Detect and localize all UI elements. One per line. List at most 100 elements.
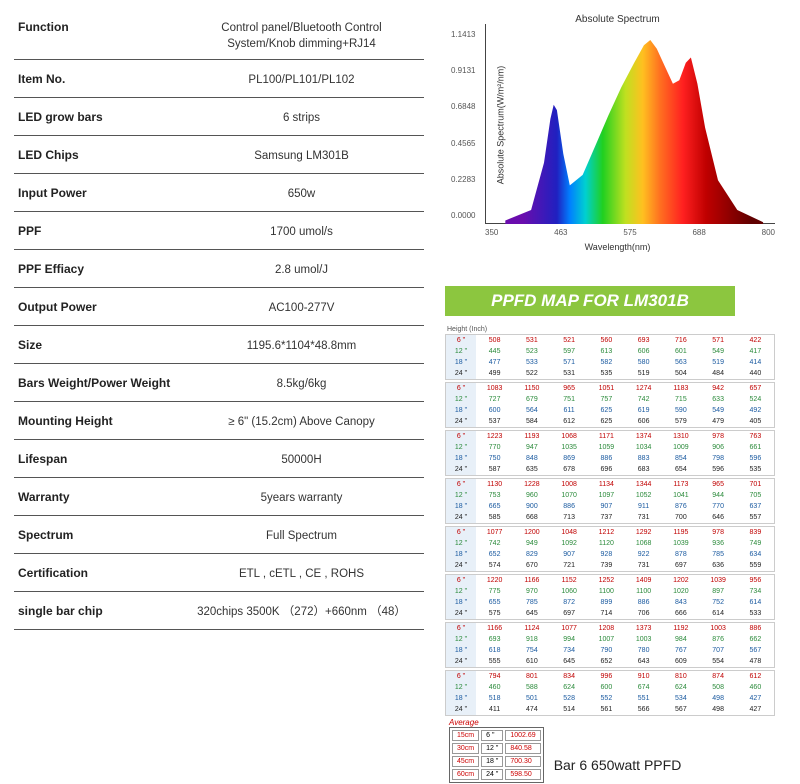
height-label: Height (Inch): [447, 326, 775, 333]
data-cell: 1228: [513, 479, 550, 490]
avg-cell: 1002.69: [505, 730, 540, 741]
spec-row: Item No.PL100/PL101/PL102: [14, 60, 424, 98]
data-cell: 1193: [513, 431, 550, 442]
data-cell: 739: [588, 560, 625, 571]
data-cell: 1374: [625, 431, 662, 442]
data-row: 107712001048121212921195978839: [476, 527, 774, 538]
block-data: 1130122810081134134411739657017539601070…: [476, 479, 774, 523]
data-cell: 588: [513, 682, 550, 693]
data-cell: 1409: [625, 575, 662, 586]
data-cell: 624: [662, 682, 699, 693]
data-row: 7429491092112010681039936749: [476, 538, 774, 549]
spec-row: Input Power650w: [14, 174, 424, 212]
spec-row: CertificationETL , cETL , CE , ROHS: [14, 554, 424, 592]
spec-row: Bars Weight/Power Weight8.5kg/6kg: [14, 364, 424, 402]
xtick: 688: [692, 228, 705, 237]
data-row: 460588624600674624508460: [476, 682, 774, 693]
spec-label: Item No.: [14, 68, 189, 86]
data-cell: 994: [551, 634, 588, 645]
data-cell: 693: [625, 335, 662, 346]
data-cell: 611: [551, 405, 588, 416]
data-cell: 1130: [476, 479, 513, 490]
data-cell: 534: [662, 693, 699, 704]
xtick: 800: [762, 228, 775, 237]
data-cell: 1051: [588, 383, 625, 394]
data-cell: 584: [513, 416, 550, 427]
spec-value: 1700 umol/s: [189, 220, 424, 240]
data-cell: 878: [662, 549, 699, 560]
height-cell: 12 ": [446, 346, 476, 357]
data-cell: 886: [625, 597, 662, 608]
data-cell: 571: [700, 335, 737, 346]
data-cell: 528: [551, 693, 588, 704]
ppfd-block: 6 "12 "18 "24 "1077120010481212129211959…: [445, 526, 775, 572]
data-cell: 700: [662, 512, 699, 523]
ppfd-block: 6 "12 "18 "24 "1166112410771208137311921…: [445, 622, 775, 668]
spec-value: 50000H: [189, 448, 424, 468]
spec-value: AC100-277V: [189, 296, 424, 316]
average-label: Average: [449, 718, 775, 727]
data-cell: 1039: [662, 538, 699, 549]
data-cell: 652: [476, 549, 513, 560]
data-cell: 751: [551, 394, 588, 405]
data-cell: 518: [476, 693, 513, 704]
spec-label: PPF: [14, 220, 189, 238]
data-cell: 928: [588, 549, 625, 560]
data-cell: 600: [588, 682, 625, 693]
data-cell: 614: [700, 608, 737, 619]
data-cell: 886: [588, 453, 625, 464]
data-cell: 479: [700, 416, 737, 427]
block-data: 1166112410771208137311921003886693918994…: [476, 623, 774, 667]
spec-value: 6 strips: [189, 106, 424, 126]
spec-label: Warranty: [14, 486, 189, 504]
data-row: 7709471035105910341009906661: [476, 442, 774, 453]
data-cell: 1220: [476, 575, 513, 586]
data-cell: 883: [625, 453, 662, 464]
data-cell: 460: [737, 682, 774, 693]
data-cell: 731: [625, 560, 662, 571]
data-cell: 956: [737, 575, 774, 586]
data-cell: 911: [625, 501, 662, 512]
data-cell: 679: [513, 394, 550, 405]
data-row: 652829907928922878785634: [476, 549, 774, 560]
data-cell: 619: [625, 405, 662, 416]
data-cell: 654: [662, 464, 699, 475]
data-row: 794801834996910810874612: [476, 671, 774, 682]
data-cell: 567: [662, 704, 699, 715]
block-heights: 6 "12 "18 "24 ": [446, 479, 476, 523]
data-cell: 843: [662, 597, 699, 608]
data-cell: 560: [588, 335, 625, 346]
data-row: 69391899410071003984876662: [476, 634, 774, 645]
data-cell: 492: [737, 405, 774, 416]
data-cell: 580: [625, 357, 662, 368]
data-cell: 440: [737, 368, 774, 379]
data-cell: 1373: [625, 623, 662, 634]
spec-row: LED ChipsSamsung LM301B: [14, 136, 424, 174]
ppfd-subtitle: Bar 6 650watt PPFD: [554, 757, 682, 773]
data-cell: 609: [662, 656, 699, 667]
data-cell: 727: [476, 394, 513, 405]
data-cell: 978: [700, 431, 737, 442]
spec-row: LED grow bars6 strips: [14, 98, 424, 136]
data-cell: 1150: [513, 383, 550, 394]
data-cell: 596: [700, 464, 737, 475]
data-row: 508531521560693716571422: [476, 335, 774, 346]
block-heights: 6 "12 "18 "24 ": [446, 575, 476, 619]
spec-label: Output Power: [14, 296, 189, 314]
ytick: 1.1413: [451, 30, 475, 39]
data-cell: 552: [588, 693, 625, 704]
data-cell: 508: [476, 335, 513, 346]
avg-cell: 60cm: [452, 769, 479, 780]
data-cell: 1223: [476, 431, 513, 442]
data-cell: 1173: [662, 479, 699, 490]
spec-label: Lifespan: [14, 448, 189, 466]
height-cell: 6 ": [446, 383, 476, 394]
spectrum-svg: [486, 24, 776, 224]
spec-value: PL100/PL101/PL102: [189, 68, 424, 88]
data-cell: 798: [700, 453, 737, 464]
height-cell: 6 ": [446, 479, 476, 490]
average-table: 15cm6 "1002.6930cm12 "840.5845cm18 "700.…: [449, 727, 544, 783]
block-data: 5085315215606937165714224455235976136066…: [476, 335, 774, 379]
ytick: 0.4565: [451, 139, 475, 148]
spec-value: Samsung LM301B: [189, 144, 424, 164]
